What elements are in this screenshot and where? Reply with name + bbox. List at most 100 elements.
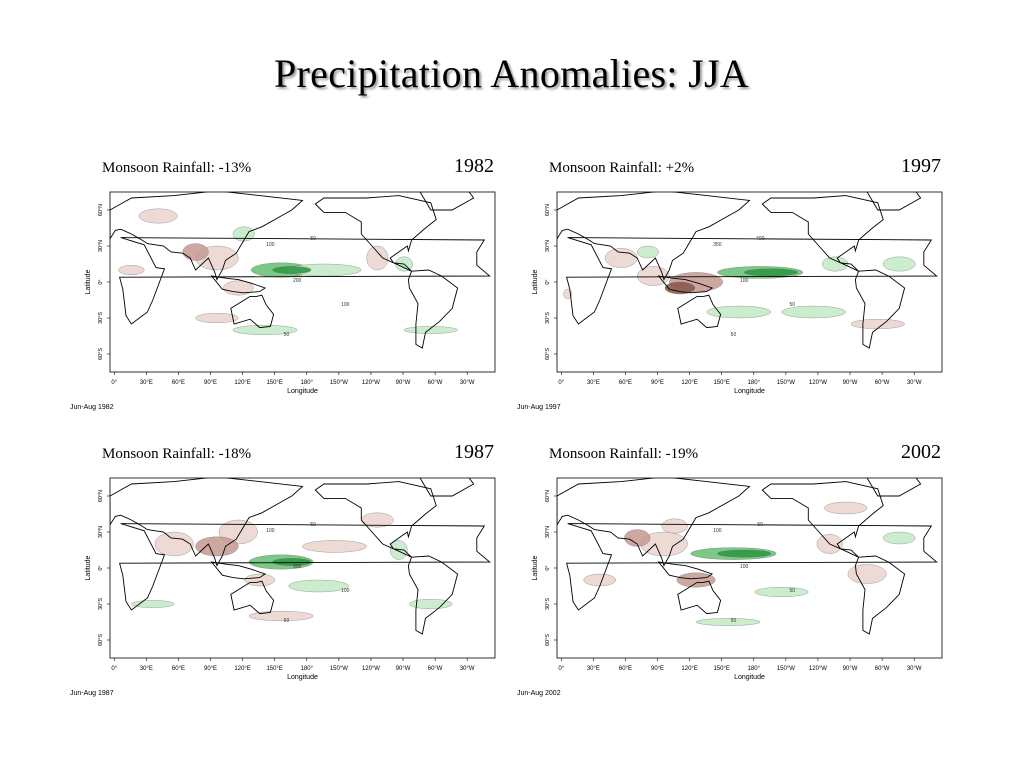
dry-anomaly-region: [583, 573, 616, 587]
x-axis-label: Longitude: [734, 674, 765, 681]
y-tick-label: 30°S: [98, 598, 104, 610]
x-tick-label: 30°E: [587, 666, 600, 672]
period-footer: Jun-Aug 1997: [517, 404, 561, 411]
monsoon-rainfall-label: Monsoon Rainfall: +2%: [549, 160, 695, 176]
coastline-greenland: [866, 478, 922, 497]
y-tick-label: 60°S: [98, 634, 104, 646]
coastline-eurasia: [110, 478, 304, 567]
x-tick-label: 150°E: [713, 666, 729, 672]
x-axis-label: Longitude: [287, 388, 318, 395]
dry-anomaly-region: [195, 313, 239, 323]
map-panel-1997: Monsoon Rainfall: +2% 1997 350 400 100 50 50…: [507, 152, 947, 422]
y-tick-label: 30°N: [98, 526, 104, 538]
dry-anomaly-region: [248, 611, 314, 621]
x-tick-label: 30°E: [140, 380, 153, 386]
dry-anomaly-region: [154, 531, 194, 557]
coastline-indonesia: [657, 561, 714, 580]
map-panel-2002: Monsoon Rainfall: -19% 2002 100 50 100 50 50…: [507, 438, 947, 708]
x-tick-label: 90°W: [396, 666, 411, 672]
wet-anomaly-region: [883, 531, 916, 545]
coastline-samerica: [854, 269, 906, 349]
x-tick-label: 120°E: [234, 380, 250, 386]
y-tick-label: 60°N: [98, 490, 104, 502]
y-tick-label: 0°: [98, 565, 104, 570]
x-tick-label: 150°W: [777, 666, 795, 672]
coastline-greenland: [419, 478, 475, 497]
coastline-eurasia: [110, 192, 304, 281]
contour-label: 300: [293, 564, 302, 570]
x-tick-label: 180°: [748, 380, 761, 386]
contour-label: 50: [789, 302, 795, 308]
dry-anomaly-region: [664, 281, 696, 295]
x-tick-label: 90°E: [204, 380, 217, 386]
dry-anomaly-region: [366, 245, 389, 271]
x-tick-label: 60°E: [172, 380, 185, 386]
y-tick-label: 60°N: [98, 204, 104, 216]
wet-anomaly-region: [717, 549, 772, 558]
coastline-africa: [566, 237, 938, 325]
wet-anomaly-region: [754, 587, 809, 597]
contour-label: 100: [740, 278, 749, 284]
contour-label: 100: [266, 242, 275, 248]
contour-label: 100: [266, 528, 275, 534]
x-tick-label: 30°W: [907, 666, 922, 672]
contour-label: 350: [713, 242, 722, 248]
y-tick-label: 0°: [545, 565, 551, 570]
y-tick-label: 30°S: [98, 312, 104, 324]
map-frame: [109, 191, 496, 373]
map-layers: 100 50 100 50 50: [557, 478, 938, 635]
x-tick-label: 0°: [111, 380, 117, 386]
dry-anomaly-region: [624, 529, 651, 547]
wet-anomaly-region: [232, 226, 255, 242]
y-tick-label: 60°N: [545, 204, 551, 216]
y-axis-label: Latitude: [85, 555, 92, 580]
x-tick-label: 90°E: [204, 666, 217, 672]
x-tick-label: 30°W: [460, 380, 475, 386]
y-tick-label: 30°N: [98, 240, 104, 252]
wet-anomaly-region: [403, 326, 458, 334]
y-tick-label: 60°S: [545, 348, 551, 360]
contour-label: 100: [740, 564, 749, 570]
anomaly-map: 100 50 200 100 50 0° 30°E 60°E 90°E 120°E 150°E 180…: [85, 191, 496, 395]
wet-anomaly-region: [744, 268, 798, 277]
map-panel-1982: Monsoon Rainfall: -13% 1982 100 50 200 100 5…: [60, 152, 500, 422]
period-footer: Jun-Aug 1982: [70, 404, 114, 411]
x-tick-label: 30°W: [460, 666, 475, 672]
contour-label: 50: [731, 332, 737, 338]
x-tick-label: 0°: [558, 666, 564, 672]
coastline-africa: [566, 523, 938, 611]
coastline-africa: [119, 237, 491, 325]
coastline-eurasia: [557, 478, 751, 567]
x-tick-label: 90°W: [843, 380, 858, 386]
x-tick-label: 180°: [301, 666, 314, 672]
x-tick-label: 120°E: [681, 666, 697, 672]
y-tick-label: 30°N: [545, 526, 551, 538]
anomaly-map: 100 50 300 100 50 0° 30°E 60°E 90°E 120°E 150°E 180…: [85, 477, 496, 681]
wet-anomaly-region: [390, 540, 408, 560]
x-tick-label: 180°: [301, 380, 314, 386]
x-tick-label: 120°E: [234, 666, 250, 672]
wet-anomaly-region: [637, 245, 659, 259]
y-axis-label: Latitude: [532, 555, 539, 580]
dry-anomaly-region: [244, 573, 275, 587]
wet-anomaly-region: [131, 600, 175, 608]
coastline-samerica: [407, 555, 459, 635]
coastline-namerica: [761, 481, 884, 558]
x-tick-label: 30°E: [140, 666, 153, 672]
coastline-greenland: [419, 192, 475, 211]
dry-anomaly-region: [182, 243, 209, 261]
x-tick-label: 180°: [748, 666, 761, 672]
coastline-namerica: [314, 195, 437, 272]
contour-label: 50: [310, 236, 316, 242]
y-tick-label: 60°N: [545, 490, 551, 502]
contour-label: 100: [341, 588, 350, 594]
map-frame: [109, 477, 496, 659]
wet-anomaly-region: [272, 266, 312, 274]
dry-anomaly-region: [824, 501, 868, 515]
x-tick-label: 150°E: [266, 380, 282, 386]
y-tick-label: 30°S: [545, 598, 551, 610]
y-tick-label: 30°S: [545, 312, 551, 324]
wet-anomaly-region: [781, 305, 846, 319]
x-tick-label: 150°W: [330, 380, 348, 386]
coastline-samerica: [407, 269, 459, 349]
